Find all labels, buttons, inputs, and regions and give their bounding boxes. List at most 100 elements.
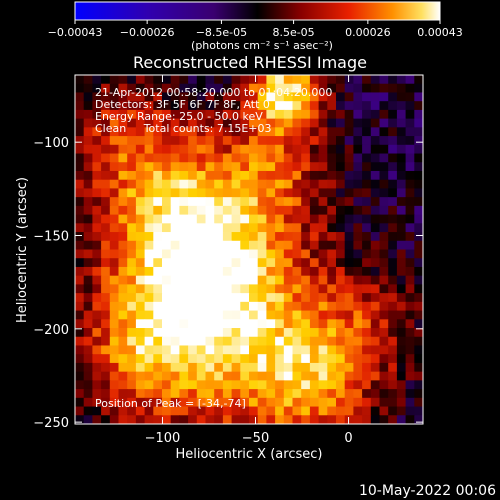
heatmap-cell (292, 162, 302, 172)
heatmap-cell (275, 397, 285, 408)
heatmap-cell (275, 188, 285, 198)
heatmap-cell (92, 415, 102, 424)
heatmap-cell (188, 162, 198, 172)
heatmap-cell (257, 127, 267, 137)
colorbar (74, 1, 441, 21)
heatmap-cell (362, 232, 372, 242)
heatmap-cell (275, 345, 285, 355)
heatmap-cell (327, 75, 337, 85)
heatmap-cell (336, 336, 346, 347)
heatmap-cell (414, 406, 423, 416)
heatmap-cell (118, 197, 128, 207)
heatmap-cell (92, 127, 102, 137)
heatmap-cell (301, 214, 311, 224)
heatmap-cell (353, 205, 363, 216)
heatmap-cell (196, 336, 207, 347)
heatmap-cell (205, 214, 215, 224)
heatmap-cell (83, 336, 93, 347)
heatmap-cell (275, 197, 285, 207)
heatmap-cell (362, 223, 372, 233)
heatmap-cell (188, 397, 198, 408)
heatmap-cell (379, 109, 389, 120)
heatmap-cell (336, 83, 346, 94)
heatmap-cell (362, 319, 372, 329)
heatmap-cell (292, 223, 302, 233)
heatmap-cell (144, 284, 154, 294)
heatmap-cell (344, 275, 354, 285)
heatmap-cell (414, 170, 423, 181)
heatmap-cell (292, 354, 302, 364)
heatmap-cell (388, 144, 398, 155)
heatmap-cell (135, 101, 146, 111)
heatmap-cells (75, 75, 423, 424)
heatmap-cell (205, 336, 215, 347)
heatmap-cell (214, 188, 224, 198)
heatmap-cell (336, 362, 346, 373)
heatmap-cell (205, 362, 215, 373)
heatmap-cell (283, 380, 294, 390)
heatmap-cell (318, 240, 328, 251)
heatmap-cell (240, 92, 250, 102)
heatmap-cell (309, 197, 320, 207)
heatmap-cell (292, 197, 302, 207)
heatmap-cell (101, 162, 111, 172)
heatmap-cell (162, 197, 172, 207)
heatmap-cell (318, 406, 328, 416)
heatmap-cell (222, 397, 233, 408)
heatmap-cell (283, 153, 294, 163)
heatmap-cell (249, 406, 259, 416)
heatmap-cell (75, 406, 85, 416)
heatmap-cell (379, 118, 389, 128)
heatmap-cell (92, 319, 102, 329)
heatmap-cell (179, 179, 189, 190)
heatmap-cell (362, 284, 372, 294)
heatmap-cell (379, 144, 389, 155)
heatmap-cell (388, 127, 398, 137)
heatmap-cell (379, 345, 389, 355)
heatmap-cell (205, 328, 215, 338)
heatmap-cell (109, 136, 120, 146)
heatmap-cell (353, 162, 363, 172)
heatmap-cell (396, 319, 407, 329)
heatmap-cell (292, 109, 302, 120)
heatmap-cell (83, 109, 93, 120)
heatmap-cell (344, 266, 354, 277)
heatmap-cell (370, 275, 381, 285)
heatmap-cell (405, 354, 415, 364)
heatmap-cell (275, 214, 285, 224)
heatmap-cell (275, 258, 285, 268)
heatmap-cell (275, 75, 285, 85)
heatmap-cell (292, 275, 302, 285)
heatmap-cell (396, 101, 407, 111)
heatmap-cell (222, 144, 233, 155)
heatmap-cell (170, 223, 180, 233)
heatmap-cell (92, 301, 102, 312)
heatmap-cell (266, 345, 276, 355)
heatmap-cell (309, 153, 320, 163)
heatmap-cell (75, 336, 85, 347)
heatmap-cell (109, 275, 120, 285)
heatmap-cell (222, 415, 233, 424)
heatmap-cell (275, 249, 285, 259)
heatmap-cell (222, 118, 233, 128)
heatmap-cell (127, 371, 137, 381)
heatmap-cell (135, 293, 146, 303)
heatmap-cell (283, 101, 294, 111)
heatmap-cell (266, 336, 276, 347)
heatmap-cell (127, 83, 137, 94)
heatmap-cell (127, 170, 137, 181)
heatmap-cell (292, 389, 302, 399)
heatmap-cell (109, 118, 120, 128)
heatmap-cell (170, 266, 180, 277)
heatmap-cell (231, 328, 241, 338)
heatmap-cell (196, 415, 207, 424)
heatmap-cell (344, 162, 354, 172)
heatmap-cell (336, 197, 346, 207)
heatmap-cell (275, 266, 285, 277)
heatmap-cell (109, 179, 120, 190)
heatmap-cell (370, 266, 381, 277)
heatmap-cell (196, 232, 207, 242)
heatmap-cell (327, 328, 337, 338)
heatmap-cell (405, 380, 415, 390)
heatmap-cell (379, 362, 389, 373)
